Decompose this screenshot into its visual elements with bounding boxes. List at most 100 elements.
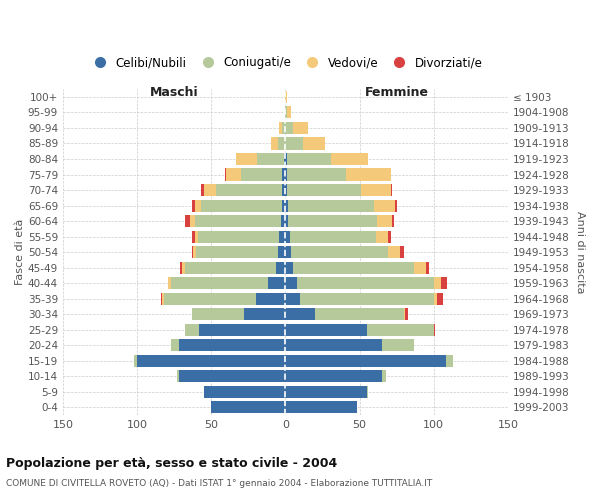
Bar <box>376 230 388 242</box>
Bar <box>236 153 257 165</box>
Bar <box>286 122 293 134</box>
Bar <box>303 138 325 149</box>
Bar <box>168 277 171 289</box>
Y-axis label: Anni di nascita: Anni di nascita <box>575 211 585 294</box>
Bar <box>171 277 268 289</box>
Bar <box>388 246 400 258</box>
Bar <box>286 324 367 336</box>
Bar <box>171 339 179 351</box>
Bar <box>192 246 193 258</box>
Bar <box>382 339 415 351</box>
Bar <box>382 370 386 382</box>
Bar <box>268 277 286 289</box>
Bar <box>280 230 286 242</box>
Bar <box>137 355 286 367</box>
Bar <box>286 370 382 382</box>
Bar <box>286 168 287 180</box>
Bar <box>211 402 286 413</box>
Bar <box>367 386 368 398</box>
Bar <box>286 246 291 258</box>
Bar <box>286 106 287 118</box>
Bar <box>286 308 315 320</box>
Bar <box>286 215 289 227</box>
Bar <box>300 292 434 305</box>
Bar <box>196 246 278 258</box>
Bar <box>185 324 199 336</box>
Bar <box>286 386 367 398</box>
Bar <box>400 246 404 258</box>
Bar <box>331 153 368 165</box>
Bar <box>162 292 164 305</box>
Bar <box>134 355 137 367</box>
Bar <box>280 122 283 134</box>
Bar <box>388 230 391 242</box>
Bar <box>286 355 446 367</box>
Bar <box>195 200 201 211</box>
Bar <box>195 215 281 227</box>
Bar <box>346 168 391 180</box>
Bar <box>434 324 435 336</box>
Bar <box>179 370 286 382</box>
Bar <box>289 200 374 211</box>
Bar <box>286 184 287 196</box>
Bar <box>395 200 397 211</box>
Bar <box>199 324 286 336</box>
Bar <box>293 262 415 274</box>
Bar <box>361 184 391 196</box>
Bar <box>283 184 286 196</box>
Bar <box>283 168 286 180</box>
Bar <box>426 262 429 274</box>
Y-axis label: Fasce di età: Fasce di età <box>15 219 25 286</box>
Bar <box>406 308 409 320</box>
Bar <box>256 292 286 305</box>
Bar <box>286 339 382 351</box>
Bar <box>286 230 290 242</box>
Bar <box>284 153 286 165</box>
Bar <box>374 200 395 211</box>
Bar <box>290 230 376 242</box>
Bar <box>226 168 241 180</box>
Bar <box>287 168 346 180</box>
Bar <box>434 277 441 289</box>
Bar <box>244 308 286 320</box>
Bar <box>392 215 394 227</box>
Bar <box>257 153 284 165</box>
Text: Popolazione per età, sesso e stato civile - 2004: Popolazione per età, sesso e stato civil… <box>6 458 337 470</box>
Bar <box>286 91 287 103</box>
Bar <box>281 215 286 227</box>
Text: Femmine: Femmine <box>365 86 428 99</box>
Bar <box>367 324 434 336</box>
Bar <box>204 184 215 196</box>
Bar <box>434 292 437 305</box>
Bar <box>287 106 291 118</box>
Bar <box>377 215 392 227</box>
Bar <box>193 246 196 258</box>
Bar <box>277 262 286 274</box>
Bar <box>201 200 283 211</box>
Bar <box>297 277 434 289</box>
Bar <box>271 138 278 149</box>
Bar <box>192 308 244 320</box>
Bar <box>404 308 406 320</box>
Bar <box>293 122 308 134</box>
Text: COMUNE DI CIVITELLA ROVETO (AQ) - Dati ISTAT 1° gennaio 2004 - Elaborazione TUTT: COMUNE DI CIVITELLA ROVETO (AQ) - Dati I… <box>6 479 432 488</box>
Bar <box>185 262 277 274</box>
Text: Maschi: Maschi <box>150 86 199 99</box>
Bar <box>287 184 361 196</box>
Bar <box>241 168 283 180</box>
Bar <box>289 215 377 227</box>
Bar <box>286 153 287 165</box>
Bar <box>286 292 300 305</box>
Bar <box>415 262 426 274</box>
Bar <box>198 230 280 242</box>
Bar <box>283 122 286 134</box>
Bar <box>215 184 283 196</box>
Bar <box>315 308 404 320</box>
Bar <box>179 339 286 351</box>
Bar <box>437 292 443 305</box>
Bar <box>180 262 182 274</box>
Bar <box>182 262 185 274</box>
Bar <box>278 138 286 149</box>
Bar <box>283 200 286 211</box>
Bar <box>224 168 226 180</box>
